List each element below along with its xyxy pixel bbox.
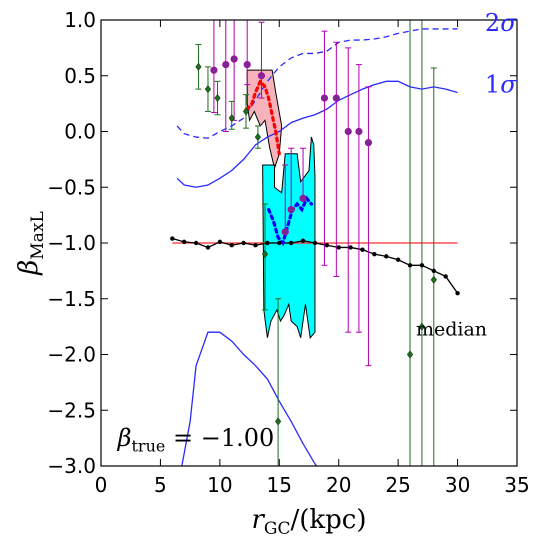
median-point <box>229 243 234 248</box>
y-tick-label: −2.0 <box>47 343 96 367</box>
median-point <box>253 243 258 248</box>
label-median: median <box>416 319 487 341</box>
green-point <box>204 85 212 94</box>
text-layer: 0 5 10 15 20 25 30 35 1.0 0.5 0.0 −0.5 −1.0 −1.5 −2.0 −… <box>14 8 530 539</box>
x-tick-label: 5 <box>154 473 167 497</box>
x-axis-label: rGC/(kpc) <box>251 505 366 539</box>
x-tick-label: 25 <box>385 473 410 497</box>
y-axis-label: βMaxL <box>14 211 48 275</box>
median-point <box>372 251 377 257</box>
median-point <box>443 274 448 279</box>
green-point <box>406 350 414 359</box>
cyan-region <box>262 136 316 339</box>
median-point <box>277 240 282 246</box>
y-tick-label: 1.0 <box>64 8 96 32</box>
x-tick-label: 10 <box>207 473 232 497</box>
median-point <box>288 240 294 246</box>
magenta-point <box>355 127 363 136</box>
y-tick-label: 0.5 <box>64 64 96 88</box>
median-point <box>205 245 211 250</box>
green-point <box>228 114 235 123</box>
x-tick-label: 0 <box>95 473 108 497</box>
magenta-point <box>243 60 251 69</box>
green-point <box>214 93 221 103</box>
median-point <box>182 239 187 245</box>
median-point <box>431 268 436 274</box>
green-point <box>275 417 282 426</box>
magenta-point <box>320 94 329 102</box>
median-point <box>455 290 460 296</box>
median-point <box>193 240 199 246</box>
green-point <box>430 275 437 284</box>
y-tick-label: 0.0 <box>64 120 96 144</box>
median-point <box>312 240 318 246</box>
median-point <box>241 240 246 246</box>
y-tick-label: −1.5 <box>47 287 96 311</box>
magenta-point <box>344 127 352 136</box>
magenta-point <box>230 55 238 63</box>
green-point <box>195 62 202 71</box>
1sigma-lower-line <box>181 331 318 466</box>
median-point <box>336 245 341 250</box>
2sigma-upper-line <box>176 28 458 139</box>
x-tick-label: 35 <box>504 473 529 497</box>
median-point <box>217 239 223 245</box>
y-tick-label: −0.5 <box>47 175 96 199</box>
median-point <box>395 257 401 262</box>
median-point <box>348 245 353 250</box>
green-point <box>418 322 425 331</box>
points-layer <box>170 55 460 426</box>
magenta-point <box>332 94 340 102</box>
green-point <box>254 132 261 142</box>
magenta-point <box>281 228 289 236</box>
red-dotted-line <box>245 78 281 156</box>
x-tick-label: 20 <box>326 473 351 497</box>
median-point <box>384 254 389 259</box>
magenta-point <box>257 72 266 80</box>
median-point <box>300 238 306 243</box>
median-point <box>324 243 330 248</box>
x-tick-label: 30 <box>445 473 470 497</box>
y-tick-label: −3.0 <box>47 454 96 478</box>
magenta-point <box>210 66 218 74</box>
magenta-point <box>364 139 373 147</box>
median-point <box>407 263 413 268</box>
median-point <box>360 247 365 252</box>
x-tick-label: 15 <box>267 473 292 497</box>
green-point <box>242 107 250 116</box>
y-tick-label: −2.5 <box>47 398 96 422</box>
magenta-point <box>222 60 230 69</box>
median-point <box>419 263 425 268</box>
y-tick-label: −1.0 <box>47 231 96 255</box>
magenta-point <box>287 205 295 214</box>
label-1sigma: 1σ <box>485 70 517 98</box>
median-point <box>170 236 175 241</box>
green-point <box>261 250 269 259</box>
label-2sigma: 2σ <box>485 9 517 37</box>
label-beta-true: βtrue = −1.00 <box>117 424 275 456</box>
median-point <box>265 240 270 246</box>
axes-layer <box>100 19 518 467</box>
blue-dotted-line <box>266 195 313 247</box>
magenta-point <box>299 194 307 202</box>
